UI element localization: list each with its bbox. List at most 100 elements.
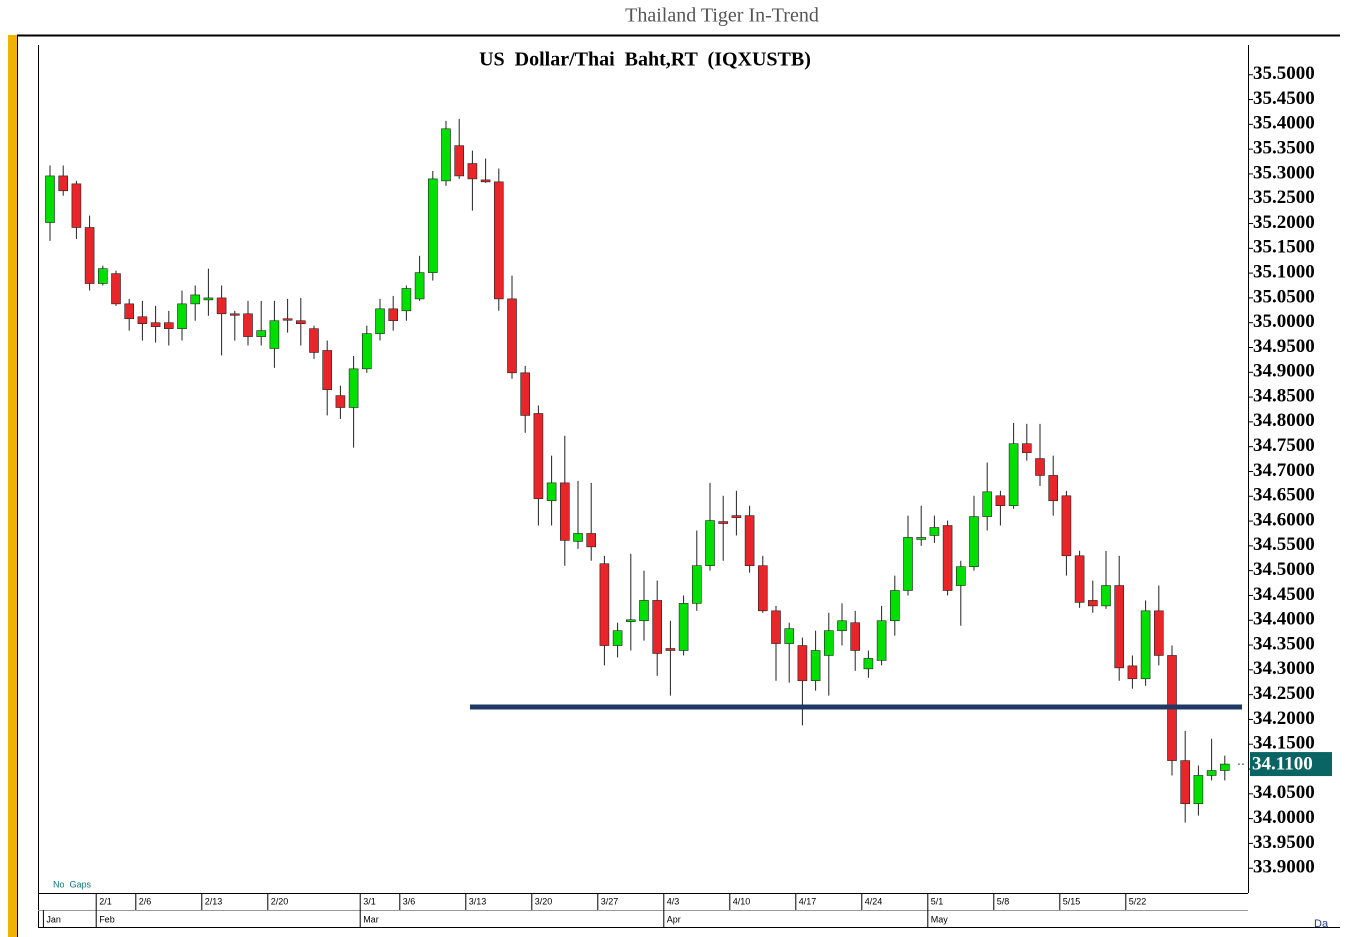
x-tick-label: 3/20	[535, 896, 553, 906]
candle-body	[744, 515, 755, 567]
candle-body	[1074, 555, 1085, 603]
candle-body	[863, 658, 874, 670]
candle-body	[507, 298, 517, 374]
candle-body	[282, 318, 293, 321]
y-tick-label: 35.3500	[1253, 137, 1315, 158]
candle-body	[625, 619, 636, 623]
month-label: Apr	[667, 914, 681, 924]
candle-body	[1101, 585, 1111, 607]
candle-body	[1114, 585, 1124, 669]
corner-text: Da	[1314, 918, 1329, 930]
note: No Gaps	[53, 879, 92, 889]
candle-body	[889, 590, 900, 622]
candle-body	[1021, 443, 1032, 453]
candle-body	[559, 482, 570, 541]
candle-body	[718, 521, 729, 524]
candle-body	[164, 322, 174, 329]
candle-body	[1035, 458, 1045, 476]
candle-body	[493, 181, 504, 300]
x-tick-label: 4/10	[733, 896, 751, 906]
x-tick-label: 2/20	[271, 896, 289, 906]
candle-body	[203, 297, 214, 301]
y-tick-label: 34.5000	[1253, 559, 1315, 580]
candle-body	[361, 333, 372, 370]
y-tick-label: 34.1500	[1253, 733, 1315, 754]
candle-body	[1220, 763, 1230, 771]
y-tick-label: 34.6000	[1253, 509, 1315, 530]
candle-body	[322, 350, 333, 390]
candle-body	[45, 175, 55, 223]
candle-body	[230, 313, 240, 316]
y-tick-label: 34.2500	[1253, 683, 1315, 704]
candle-body	[903, 537, 913, 591]
candle-body	[573, 533, 583, 542]
y-tick-label: 34.2000	[1253, 708, 1315, 729]
candle-body	[599, 563, 610, 646]
candle-body	[533, 413, 544, 500]
candle-body	[546, 482, 557, 502]
y-tick-label: 34.4500	[1253, 584, 1315, 605]
candle-body	[639, 600, 649, 622]
candle-body	[441, 128, 451, 182]
y-tick-label: 35.2500	[1253, 187, 1315, 208]
x-tick-label: 4/24	[865, 896, 883, 906]
month-label: Mar	[363, 914, 379, 924]
y-tick-label: 34.0000	[1253, 807, 1315, 828]
candle-body	[757, 565, 768, 612]
candle-body	[731, 515, 742, 518]
x-tick-label: 2/13	[205, 896, 223, 906]
x-tick-label: 5/15	[1063, 896, 1081, 906]
x-tick-label: 3/27	[601, 896, 619, 906]
candle-body	[388, 308, 399, 322]
y-tick-label: 35.1000	[1253, 261, 1315, 282]
candle-body	[467, 163, 478, 180]
candle-body	[995, 495, 1006, 506]
candle-body	[982, 491, 993, 517]
candle-body	[295, 320, 306, 324]
candle-body	[375, 308, 385, 334]
candle-body	[942, 525, 953, 591]
candle-body	[1193, 775, 1204, 805]
candle-body	[256, 330, 267, 337]
x-tick-label: 2/1	[99, 896, 112, 906]
candle-body	[520, 372, 531, 416]
candle-body	[586, 533, 597, 548]
y-tick-label: 34.7500	[1253, 435, 1315, 456]
candle-body	[969, 516, 979, 567]
y-tick-label: 35.0000	[1253, 311, 1315, 332]
candle-body	[955, 566, 966, 586]
y-tick-label: 33.9500	[1253, 832, 1315, 853]
candle-body	[1061, 495, 1072, 557]
last-price-label: 34.1100	[1252, 753, 1313, 774]
candle-body	[678, 603, 689, 651]
y-tick-label: 34.7000	[1253, 460, 1315, 481]
candle-body	[1154, 610, 1164, 656]
candle-body	[1008, 443, 1019, 506]
x-tick-label: 4/17	[799, 896, 817, 906]
y-tick-label: 35.0500	[1253, 286, 1315, 307]
candle-body	[876, 620, 887, 661]
candle-body	[480, 179, 491, 183]
y-tick-label: 35.1500	[1253, 237, 1315, 258]
y-tick-label: 34.8500	[1253, 385, 1315, 406]
candle-body	[414, 272, 425, 300]
candle-body	[427, 178, 438, 273]
y-tick-label: 35.2000	[1253, 212, 1315, 233]
candle-body	[797, 645, 808, 682]
candle-body	[98, 268, 108, 284]
candle-body	[929, 527, 940, 536]
candle-body	[150, 322, 161, 327]
x-tick-label: 2/6	[139, 896, 152, 906]
candle-body	[691, 565, 702, 604]
candle-body	[1088, 600, 1098, 607]
candle-body	[243, 313, 253, 337]
candle-body	[216, 297, 227, 315]
y-tick-label: 34.5500	[1253, 534, 1315, 555]
y-tick-label: 34.3500	[1253, 633, 1315, 654]
page-title: Thailand Tiger In-Trend	[625, 5, 819, 27]
y-tick-label: 34.9500	[1253, 336, 1315, 357]
candle-body	[111, 273, 121, 305]
month-label: Jan	[46, 914, 61, 924]
candle-body	[177, 303, 187, 329]
